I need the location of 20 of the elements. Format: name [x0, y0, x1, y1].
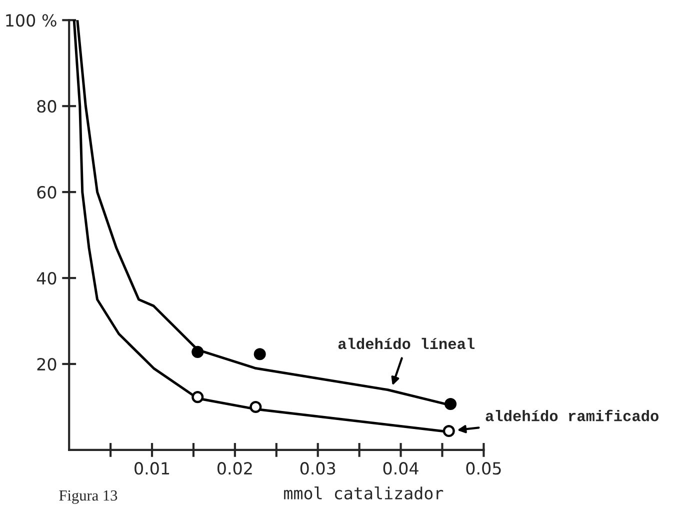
x-tick-label: 0.03	[300, 462, 336, 475]
annotation: aldehído líneal	[338, 338, 475, 350]
point	[192, 346, 204, 358]
y-tick-label: 20	[37, 358, 56, 371]
x-tick-label: 0.05	[466, 462, 501, 475]
point	[254, 348, 266, 360]
y-tick-label: 80	[37, 100, 56, 113]
point	[442, 425, 455, 438]
point	[250, 400, 262, 413]
y-tick-label: 40	[36, 272, 56, 285]
y-tick-label: 60	[37, 186, 56, 199]
annotation: aldehído ramificado	[486, 410, 658, 422]
x-tick-label: 0.01	[134, 462, 170, 475]
x-tick-label: 0.04	[383, 462, 418, 475]
x-axis-title: mmol catalizador	[284, 486, 444, 500]
point	[444, 398, 457, 410]
y-tick-label: 100 %	[6, 14, 56, 27]
point	[192, 391, 204, 404]
x-tick-label: 0.02	[217, 462, 252, 475]
text: Figura 13	[59, 490, 118, 504]
